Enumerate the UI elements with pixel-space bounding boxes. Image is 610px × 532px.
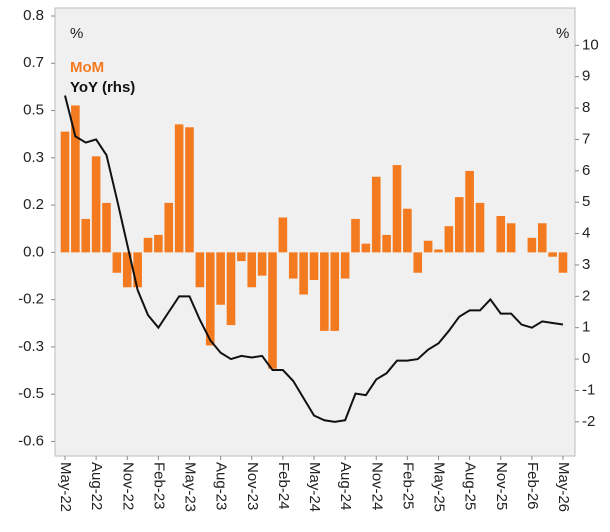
bar [205,252,215,346]
bar [164,202,174,253]
x-tick-label: Aug-24 [337,462,354,510]
bar [423,240,433,253]
bar [444,226,454,253]
y-tick-label: 0.0 [23,243,44,260]
y2-tick-label: 6 [582,162,590,179]
bar [195,252,205,288]
bar [268,252,277,369]
y2-tick-label: -2 [582,413,595,430]
bar [122,252,132,288]
x-tick-label: May-23 [182,462,199,512]
bar [185,127,194,253]
bar [309,252,319,280]
bar [278,217,288,253]
bar [527,237,537,253]
x-tick-label: Nov-22 [119,462,136,510]
y-tick-label: 0.7 [23,54,44,71]
bar [247,252,257,288]
bar [403,208,412,253]
y2-tick-label: 10 [582,36,599,53]
bar [465,170,474,253]
bar [216,252,225,305]
plot-area [54,7,576,457]
bar [496,216,506,253]
x-tick-label: May-25 [431,462,448,512]
bar [60,131,70,253]
bar [112,252,122,273]
x-tick-label: Aug-22 [88,462,105,510]
bar [475,202,485,253]
x-tick-label: May-24 [306,462,323,512]
bar [413,252,423,273]
bar [340,252,350,279]
x-tick-label: Feb-24 [275,462,292,510]
bar [371,176,381,253]
bar [434,249,443,253]
bar [382,234,391,253]
y2-tick-label: 8 [582,99,590,116]
y-tick-label: 0.8 [23,7,44,24]
legend-entry: MoM [70,59,104,76]
bar [71,105,80,253]
bar [506,223,516,253]
bar [351,218,360,253]
bar [548,252,557,257]
bar [102,202,111,253]
x-tick-label: Aug-23 [213,462,230,510]
bar [320,252,329,331]
bar [257,252,267,276]
bar [330,252,340,331]
y2-tick-label: 7 [582,130,590,147]
legend-entry: YoY (rhs) [70,79,135,96]
bar [299,252,308,295]
y2-tick-label: 1 [582,319,590,336]
bar [537,223,547,253]
bar [143,237,153,253]
y2-tick-label: 5 [582,193,590,210]
x-tick-label: Nov-25 [493,462,510,510]
y-tick-label: 0.2 [23,196,44,213]
bar [392,165,402,253]
line [64,95,564,423]
bar [133,252,142,288]
x-tick-label: May-26 [555,462,572,512]
y-tick-label: -0.3 [18,338,44,355]
bar [226,252,236,326]
y2-tick-label: 4 [582,225,590,242]
x-tick-label: Aug-25 [462,462,479,510]
bar [81,218,91,253]
bar [558,252,568,273]
x-tick-label: Feb-25 [399,462,416,510]
x-tick-label: Feb-23 [150,462,167,510]
x-tick-label: Nov-23 [244,462,261,510]
bar [91,156,101,253]
bar [361,243,371,253]
x-tick-label: Feb-26 [524,462,541,510]
x-tick-label: May-22 [57,462,74,512]
y-tick-label: -0.2 [18,291,44,308]
y-tick-label: 0.5 [23,102,44,119]
y-tick-label: -0.5 [18,385,44,402]
y2-axis-label: % [556,25,569,42]
bar [174,124,184,253]
y2-tick-label: -1 [582,381,595,398]
bar [288,252,298,279]
y2-tick-label: 2 [582,287,590,304]
y-tick-label: 0.3 [23,149,44,166]
y2-tick-label: 3 [582,256,590,273]
y-tick-label: -0.6 [18,432,44,449]
x-tick-label: Nov-24 [368,462,385,510]
y2-tick-label: 9 [582,68,590,85]
bar [237,252,246,262]
y2-tick-label: 0 [582,350,590,367]
bar [154,234,163,253]
y-axis-label: % [70,25,83,42]
bar [454,197,464,253]
